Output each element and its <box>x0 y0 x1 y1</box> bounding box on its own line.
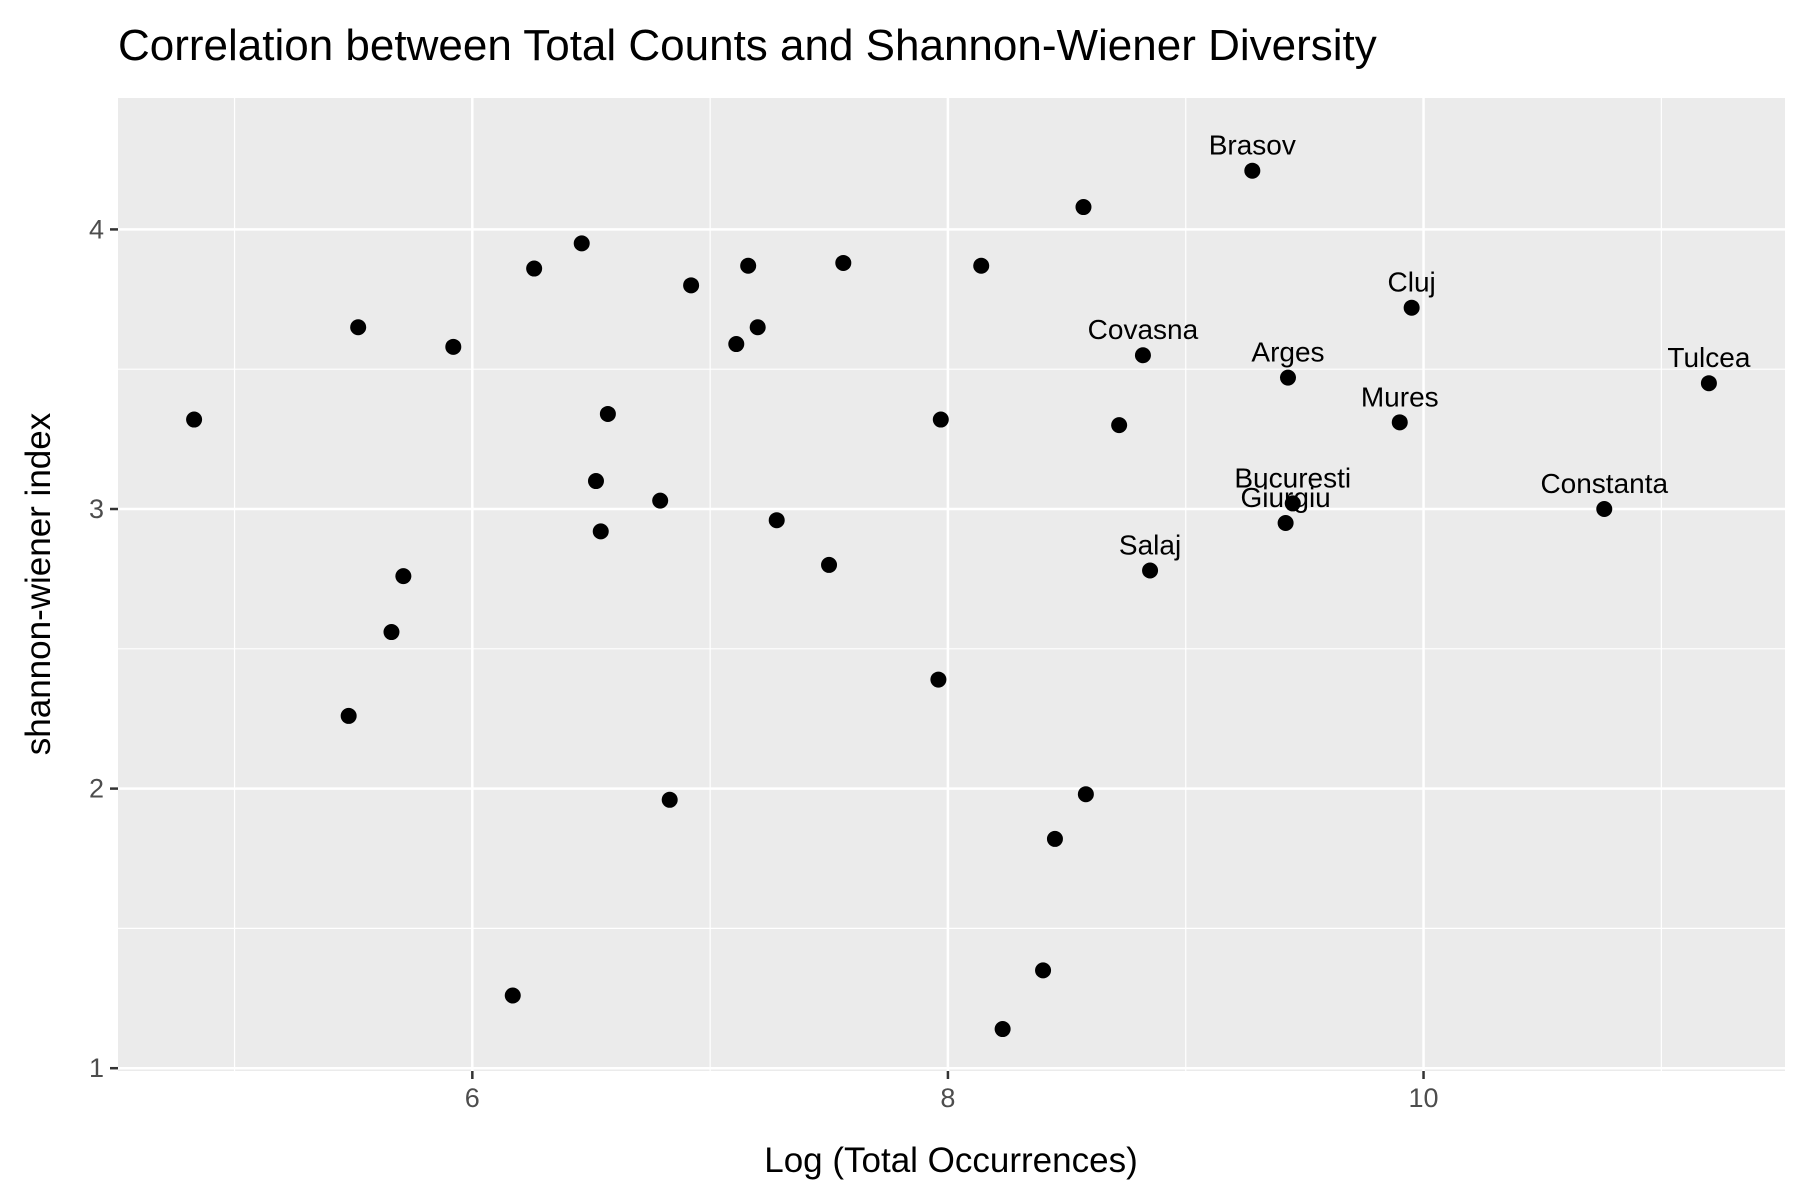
x-tick-label: 10 <box>1409 1083 1439 1113</box>
x-axis-label: Log (Total Occurrences) <box>764 1141 1137 1180</box>
point <box>504 987 521 1004</box>
point <box>1075 199 1092 216</box>
point-label: Constanta <box>1540 468 1668 499</box>
plot-panel <box>118 98 1785 1071</box>
point <box>599 405 616 422</box>
point <box>445 338 462 355</box>
point <box>835 254 852 271</box>
point-label: Cluj <box>1388 267 1436 298</box>
point <box>932 411 949 428</box>
y-tick-label: 1 <box>89 1053 104 1083</box>
point <box>592 523 609 540</box>
point <box>994 1021 1011 1038</box>
y-tick-label: 3 <box>89 494 104 524</box>
point <box>661 791 678 808</box>
point <box>383 624 400 641</box>
point-label: Mures <box>1361 381 1439 412</box>
point-label: Bucuresti <box>1234 462 1351 493</box>
y-tick-label: 2 <box>89 774 104 804</box>
point <box>1596 501 1613 518</box>
point <box>340 707 357 724</box>
point <box>652 492 669 509</box>
point <box>350 319 367 336</box>
point <box>1279 369 1296 386</box>
point <box>728 336 745 353</box>
point <box>1284 495 1301 512</box>
x-tick-label: 6 <box>465 1083 480 1113</box>
point <box>683 277 700 294</box>
point <box>1111 417 1128 434</box>
point-label: Salaj <box>1119 530 1181 561</box>
point <box>1403 299 1420 316</box>
point <box>395 568 412 585</box>
point-label: Tulcea <box>1667 342 1750 373</box>
point <box>1391 414 1408 431</box>
y-axis-label: shannon-wiener index <box>19 412 58 755</box>
point <box>740 257 757 274</box>
x-tick-label: 8 <box>940 1083 955 1113</box>
point <box>1134 347 1151 364</box>
point <box>1077 786 1094 803</box>
point <box>768 512 785 529</box>
point-label: Arges <box>1251 337 1324 368</box>
point <box>930 671 947 688</box>
point <box>1277 514 1294 531</box>
point <box>1700 375 1717 392</box>
point-label: Covasna <box>1088 314 1199 345</box>
point <box>1035 962 1052 979</box>
chart-title: Correlation between Total Counts and Sha… <box>118 21 1377 70</box>
point <box>821 556 838 573</box>
point-label: Brasov <box>1209 130 1296 161</box>
point-label: Giurgiu <box>1240 482 1330 513</box>
point <box>186 411 203 428</box>
point <box>1142 562 1159 579</box>
point <box>526 260 543 277</box>
point <box>1244 162 1261 179</box>
point <box>749 319 766 336</box>
point <box>973 257 990 274</box>
y-tick-label: 4 <box>89 214 104 244</box>
point <box>1046 830 1063 847</box>
point <box>587 473 604 490</box>
point <box>573 235 590 252</box>
